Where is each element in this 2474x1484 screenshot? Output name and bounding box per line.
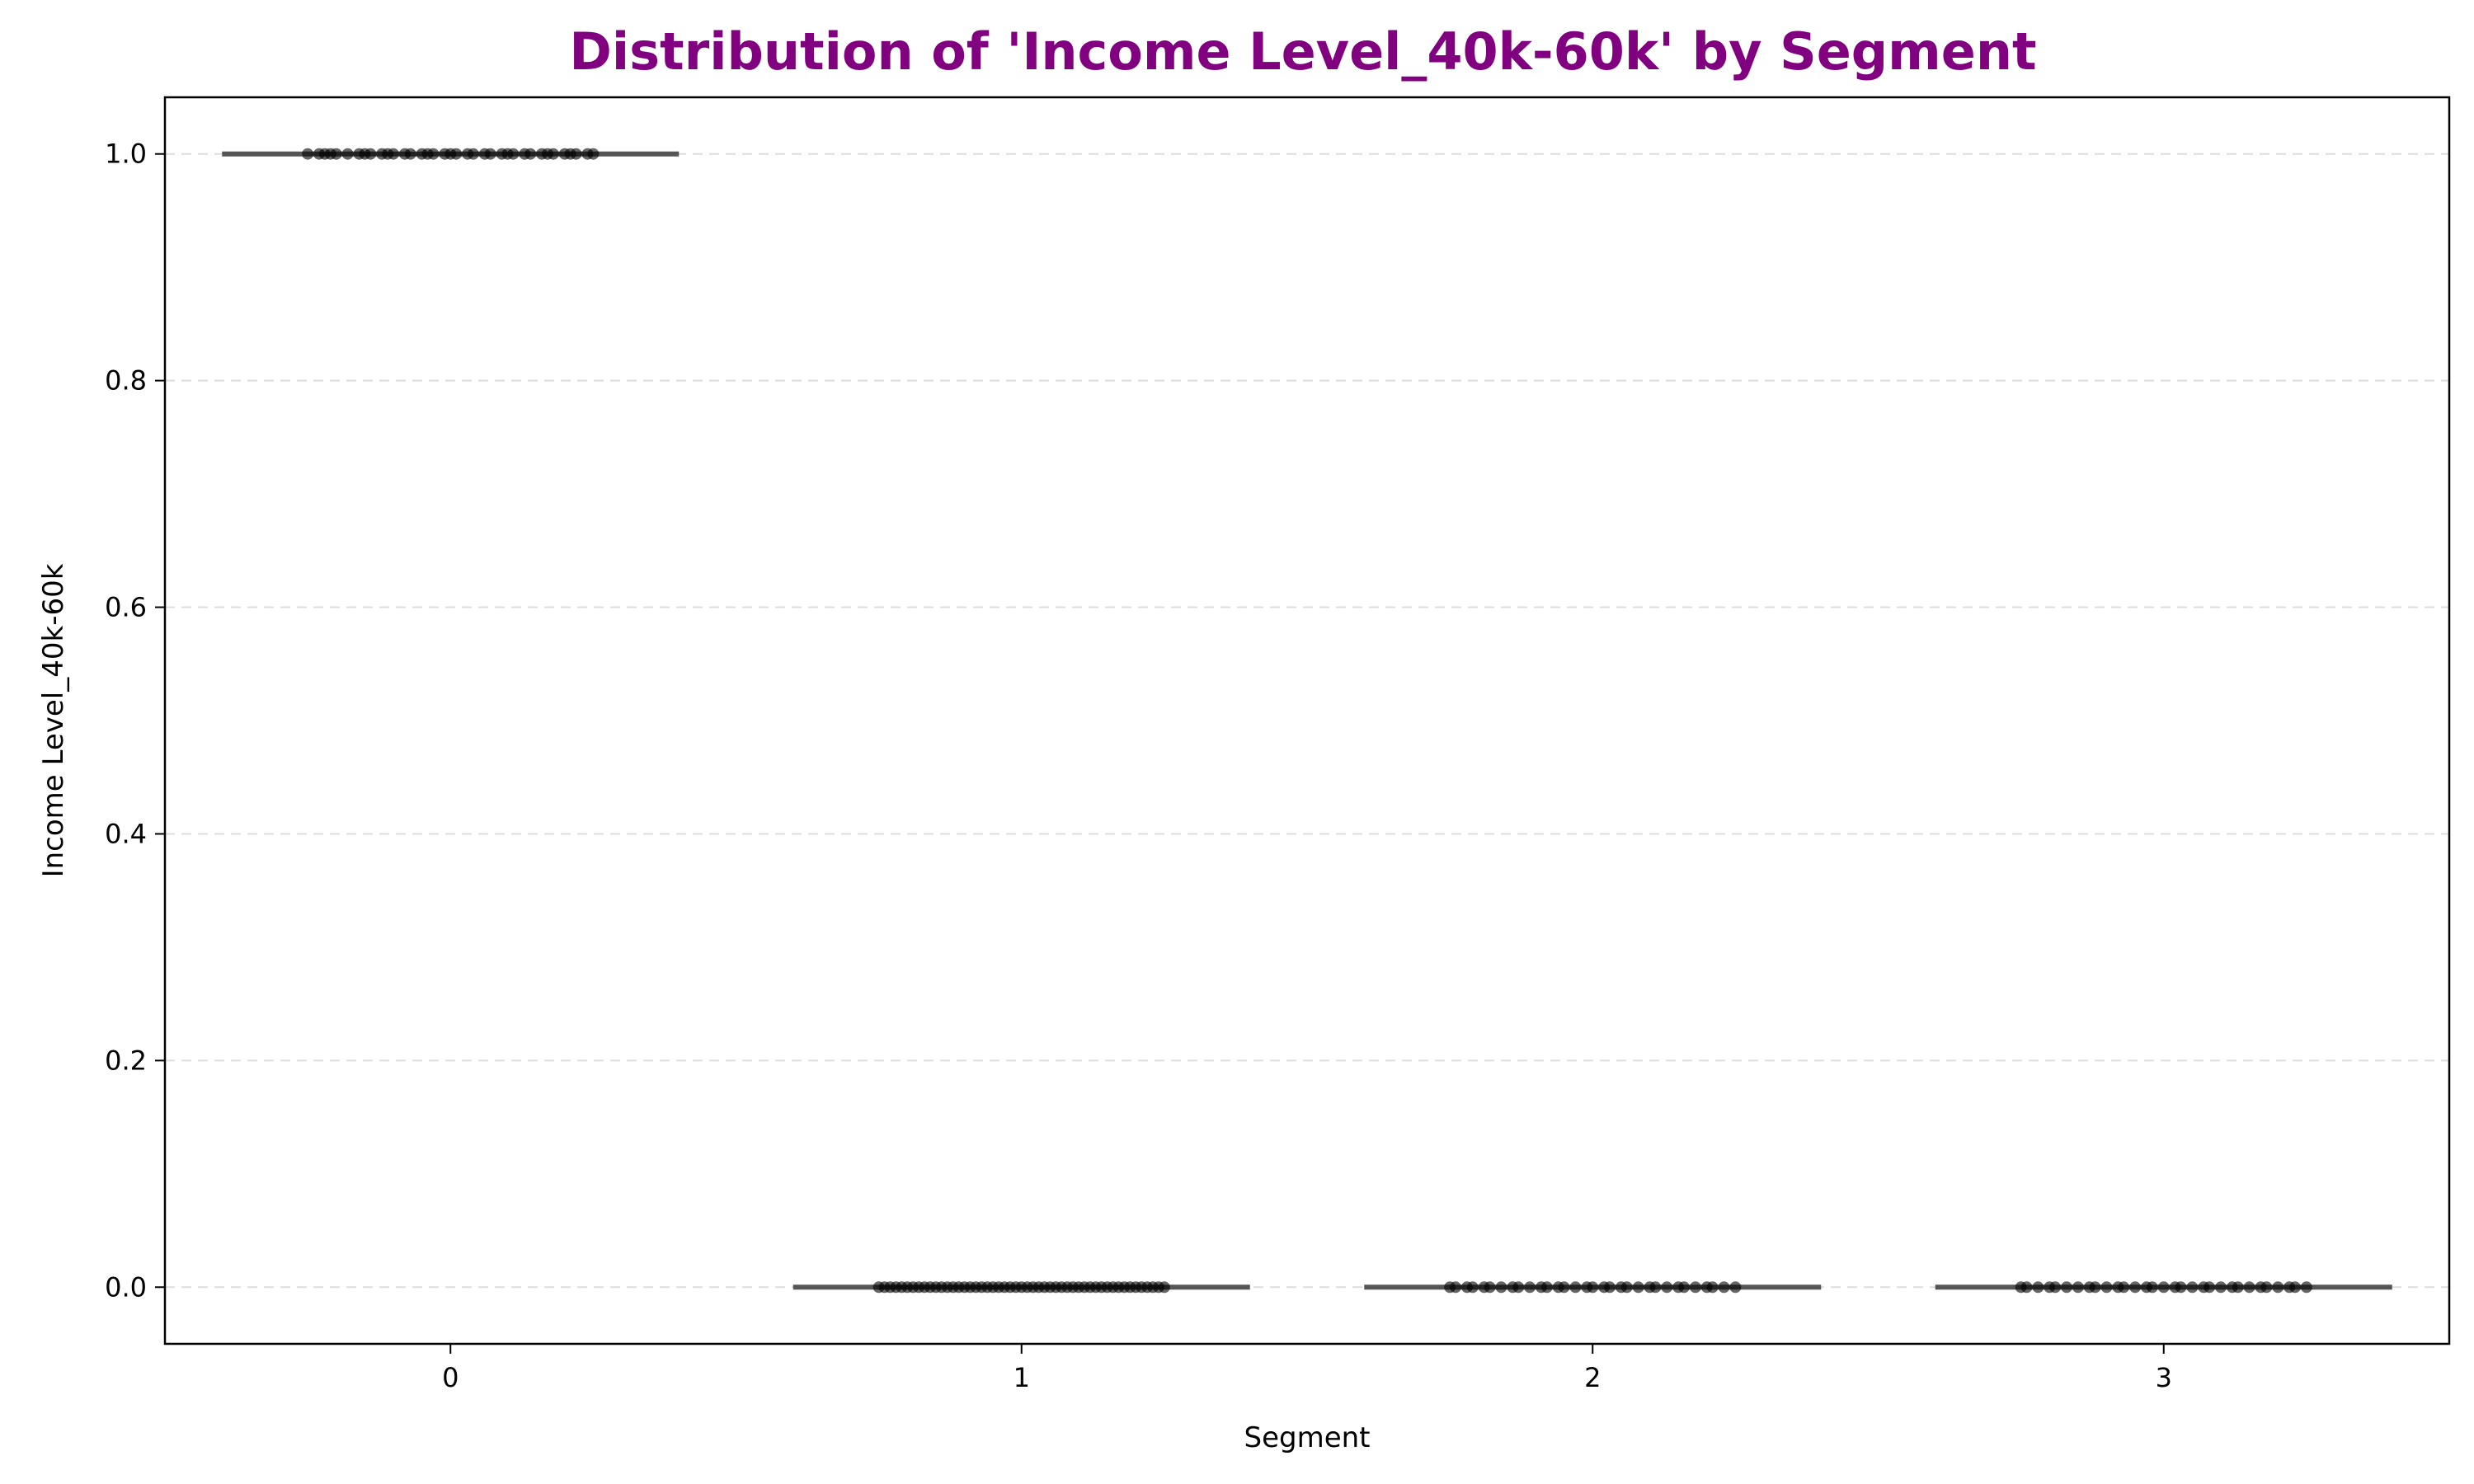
x-tick-label: 2 [1584, 1362, 1601, 1393]
data-point [1706, 1281, 1719, 1294]
y-tick-label: 0.0 [105, 1271, 147, 1303]
data-point [2020, 1281, 2033, 1294]
data-point [404, 148, 416, 160]
data-points [302, 148, 2312, 1294]
data-point [467, 148, 479, 160]
plot-area-frame [163, 96, 2451, 1345]
data-point [1729, 1281, 1742, 1294]
data-point [1484, 1281, 1496, 1294]
data-point [1718, 1281, 1730, 1294]
data-point [302, 148, 314, 160]
data-point [2061, 1281, 2073, 1294]
data-point [2032, 1281, 2044, 1294]
data-point [2089, 1281, 2101, 1294]
data-point [570, 148, 582, 160]
data-point [2146, 1281, 2158, 1294]
y-tick-label: 1.0 [105, 139, 147, 170]
data-point [330, 148, 342, 160]
data-point [2260, 1281, 2273, 1294]
y-tick-label: 0.2 [105, 1045, 147, 1076]
data-point [2157, 1281, 2170, 1294]
chart-title: Distribution of 'Income Level_40k-60k' b… [569, 21, 2036, 82]
data-point [2289, 1281, 2302, 1294]
data-point [2049, 1281, 2062, 1294]
data-point [507, 148, 520, 160]
data-point [1558, 1281, 1570, 1294]
x-tick-label: 0 [442, 1362, 459, 1393]
data-point [1620, 1281, 1633, 1294]
y-axis-ticks: 0.0 0.2 0.4 0.6 0.8 1.0 [105, 139, 165, 1303]
data-point [2215, 1281, 2227, 1294]
data-point [1661, 1281, 1673, 1294]
data-point [2243, 1281, 2255, 1294]
x-axis-label: Segment [1244, 1421, 1371, 1454]
y-tick-label: 0.6 [105, 592, 147, 623]
data-point [365, 148, 377, 160]
data-point [2118, 1281, 2130, 1294]
data-point [524, 148, 537, 160]
data-point [1632, 1281, 1644, 1294]
data-point [1540, 1281, 1553, 1294]
data-point [2204, 1281, 2216, 1294]
data-point [2272, 1281, 2284, 1294]
y-tick-label: 0.4 [105, 818, 147, 849]
data-point [2175, 1281, 2187, 1294]
data-point [1649, 1281, 1662, 1294]
data-point [1495, 1281, 1507, 1294]
data-point [1587, 1281, 1599, 1294]
data-point [427, 148, 440, 160]
data-point [1689, 1281, 1701, 1294]
data-point [1524, 1281, 1536, 1294]
data-point [2129, 1281, 2142, 1294]
data-point [1604, 1281, 1616, 1294]
data-point [450, 148, 463, 160]
data-point [341, 148, 354, 160]
data-point [2100, 1281, 2113, 1294]
data-point [1466, 1281, 1479, 1294]
x-tick-label: 1 [1014, 1362, 1030, 1393]
data-point [2186, 1281, 2199, 1294]
y-tick-label: 0.8 [105, 365, 147, 397]
x-axis-ticks: 0 1 2 3 [442, 1344, 2172, 1393]
data-point [388, 148, 399, 160]
data-point [1678, 1281, 1691, 1294]
data-point [2232, 1281, 2244, 1294]
data-point [1158, 1281, 1170, 1294]
data-point [2300, 1281, 2312, 1294]
data-point [547, 148, 559, 160]
data-point [1512, 1281, 1525, 1294]
data-point [2072, 1281, 2084, 1294]
data-point [484, 148, 496, 160]
x-tick-label: 3 [2156, 1362, 2172, 1393]
data-point [587, 148, 600, 160]
y-axis-label: Income Level_40k-60k [37, 563, 70, 877]
data-point [1450, 1281, 1462, 1294]
data-point [1569, 1281, 1582, 1294]
